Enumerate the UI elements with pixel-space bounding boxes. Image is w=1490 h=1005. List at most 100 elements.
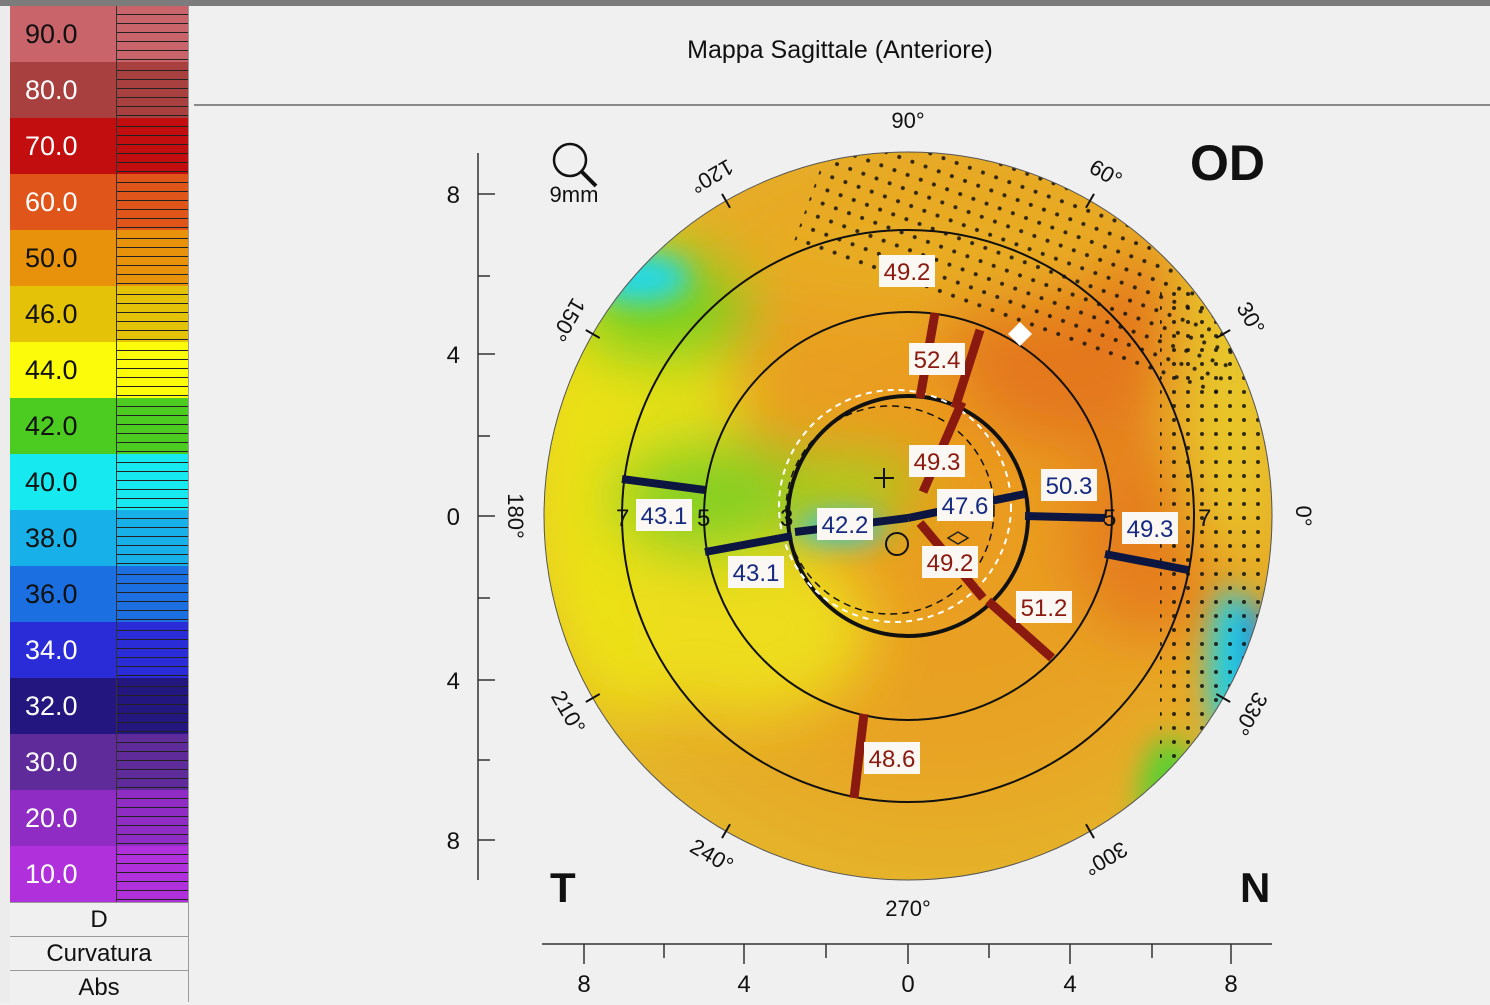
temporal-label: T (550, 864, 576, 911)
angle-label: 0° (1291, 505, 1316, 526)
steep-k-value: 48.6 (864, 742, 920, 774)
legend-step-label: 30.0 (10, 734, 116, 790)
horizontal-axis-labels: 8 4 0 4 8 (577, 971, 1237, 998)
flat-k-value: 49.3 (1122, 512, 1178, 544)
value-text: 48.6 (869, 746, 916, 773)
legend-unit-label[interactable]: D (10, 902, 188, 937)
legend-step-label: 40.0 (10, 454, 116, 510)
angle-label: 150° (546, 294, 590, 346)
flat-k-value: 50.3 (1041, 469, 1097, 501)
value-text: 42.2 (822, 512, 869, 539)
legend-step-swatch (116, 622, 188, 678)
title-divider (194, 104, 1490, 106)
ring-label-left-outer: 7 (616, 505, 629, 532)
value-text: 50.3 (1046, 473, 1093, 500)
value-text: 49.3 (914, 449, 961, 476)
legend-step-swatch (116, 790, 188, 846)
value-box (937, 489, 993, 521)
legend-step-swatch (116, 398, 188, 454)
angle-label: 90° (891, 108, 924, 133)
ring-label-right-outer: 7 (1198, 505, 1211, 532)
ring-label-right-inner: 5 (1103, 505, 1116, 532)
flat-k-value: 43.1 (728, 556, 784, 588)
value-box (1122, 512, 1178, 544)
legend-step-swatch (116, 454, 188, 510)
map-title: Mappa Sagittale (Anteriore) (687, 36, 993, 64)
value-text: 49.2 (927, 550, 974, 577)
legend-step-label: 32.0 (10, 678, 116, 734)
angle-label: 300° (1080, 836, 1132, 880)
legend-step-swatch (116, 566, 188, 622)
legend-step-swatch (116, 846, 188, 902)
nasal-label: N (1240, 864, 1270, 911)
legend-step-swatch (116, 118, 188, 174)
legend-step-swatch (116, 6, 188, 62)
legend-step-swatch (116, 286, 188, 342)
value-text: 43.1 (641, 503, 688, 530)
legend-step-label: 36.0 (10, 566, 116, 622)
degree-tick (585, 329, 601, 339)
horizontal-axis (542, 943, 1272, 964)
legend-step-label: 10.0 (10, 846, 116, 902)
legend-step-swatch (116, 230, 188, 286)
legend-step-label: 60.0 (10, 174, 116, 230)
angle-label: 330° (1228, 688, 1272, 740)
value-box (909, 445, 965, 477)
legend-step-label: 38.0 (10, 510, 116, 566)
legend-step-label: 90.0 (10, 6, 116, 62)
legend-scale-label[interactable]: Abs (10, 970, 188, 1005)
legend-step-label: 42.0 (10, 398, 116, 454)
vertical-axis-labels: 8 4 0 4 8 (447, 182, 460, 855)
legend-step-swatch (116, 62, 188, 118)
value-text: 43.1 (733, 560, 780, 587)
magnifier-icon[interactable]: 9mm (550, 142, 599, 207)
ring-number-labels: 7 5 3 5 7 (616, 505, 1211, 532)
legend-step-swatch (116, 342, 188, 398)
degree-ticks (585, 193, 1231, 839)
steep-k-value: 49.2 (922, 546, 978, 578)
legend-step-label: 46.0 (10, 286, 116, 342)
window-top-border (0, 0, 1490, 6)
y-tick-label: 8 (447, 182, 460, 209)
degree-tick (721, 193, 731, 209)
value-text: 52.4 (914, 347, 961, 374)
degree-tick (1215, 693, 1231, 703)
keratometry-values: 49.2 52.4 49.3 49.2 51.2 48.6 43.1 42.2 43.1 47.6… (636, 255, 1178, 774)
zoom-label: 9mm (550, 182, 599, 207)
flat-k-value: 47.6 (937, 489, 993, 521)
value-box (728, 556, 784, 588)
degree-tick (721, 823, 731, 839)
value-text: 47.6 (942, 493, 989, 520)
color-scale-legend[interactable]: 90.0 80.0 70.0 60.0 50.0 46.0 44.0 42.0 40.0 38.0… (10, 6, 189, 1002)
degree-tick (1085, 823, 1095, 839)
value-box (1041, 469, 1097, 501)
ring-label-center: 3 (780, 505, 793, 532)
angle-label: 240° (686, 834, 738, 878)
x-tick-label: 8 (577, 971, 590, 998)
flat-k-value: 43.1 (636, 499, 692, 531)
vertical-axis (477, 153, 495, 880)
steep-k-value: 49.3 (909, 445, 965, 477)
value-box (864, 742, 920, 774)
sagittal-map-view[interactable]: 49.2 52.4 49.3 49.2 51.2 48.6 43.1 42.2 43.1 47.6… (190, 108, 1490, 1002)
window-left-border (0, 6, 10, 1002)
value-box (879, 255, 935, 287)
y-tick-label: 8 (447, 828, 460, 855)
legend-step-swatch (116, 678, 188, 734)
legend-step-swatch (116, 174, 188, 230)
eye-indicator: OD (1190, 135, 1265, 191)
legend-step-swatch (116, 510, 188, 566)
angle-label: 180° (503, 493, 528, 539)
ring-label-left-inner: 5 (697, 505, 710, 532)
value-text: 49.2 (884, 259, 931, 286)
degree-tick (585, 693, 601, 703)
legend-step-label: 70.0 (10, 118, 116, 174)
degree-tick (1085, 193, 1095, 209)
legend-mode-label[interactable]: Curvatura (10, 936, 188, 971)
steep-k-value: 49.2 (879, 255, 935, 287)
angle-label: 120° (686, 154, 738, 198)
value-box (922, 546, 978, 578)
legend-step-swatch (116, 734, 188, 790)
legend-step-label: 34.0 (10, 622, 116, 678)
x-tick-label: 8 (1224, 971, 1237, 998)
